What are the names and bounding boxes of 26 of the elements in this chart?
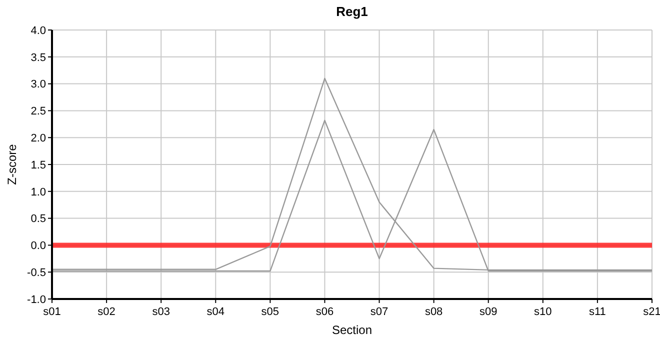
y-tick-label: 1.0: [30, 186, 46, 198]
x-tick-label: s21: [643, 306, 660, 318]
chart-title: Reg1: [336, 4, 368, 19]
x-tick-label: s11: [588, 306, 606, 318]
x-tick-label: s08: [424, 306, 443, 318]
y-tick-label: 2.0: [30, 132, 46, 144]
x-tick-label: s03: [152, 306, 170, 318]
x-tick-label: s04: [206, 306, 225, 318]
y-tick-label: 0.5: [30, 213, 46, 226]
y-tick-label: 3.0: [30, 78, 46, 91]
x-tick-label: s02: [98, 306, 116, 318]
x-tick-label: s10: [534, 306, 552, 318]
y-tick-label: 4.0: [30, 24, 46, 37]
y-tick-label: -1.0: [27, 294, 46, 306]
y-tick-label: 2.5: [30, 106, 46, 118]
x-tick-label: s06: [316, 306, 334, 318]
x-axis-title: Section: [332, 323, 372, 337]
y-tick-label: -0.5: [27, 266, 46, 279]
x-tick-label: s07: [370, 306, 388, 318]
y-tick-label: 0.0: [30, 240, 46, 252]
x-tick-label: s05: [261, 306, 280, 318]
y-axis-title: Z-score: [5, 144, 19, 185]
x-tick-label: s09: [479, 306, 498, 318]
y-tick-label: 1.5: [30, 159, 46, 172]
y-tick-label: 3.5: [30, 52, 46, 64]
x-tick-label: s01: [43, 306, 61, 318]
